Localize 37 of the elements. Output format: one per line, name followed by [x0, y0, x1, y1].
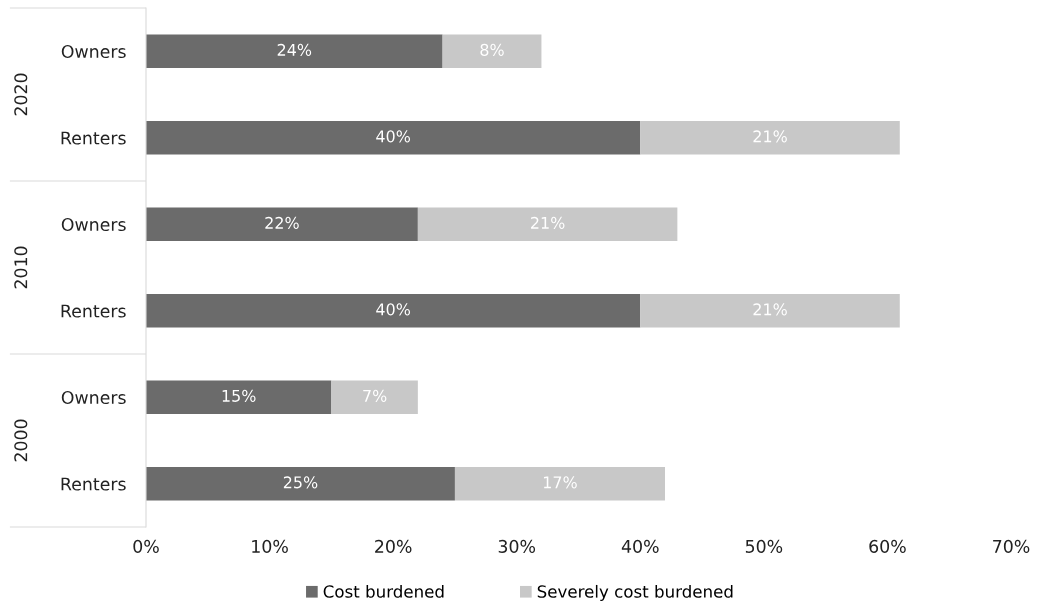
x-tick-label: 10%: [252, 539, 288, 553]
bar: [146, 207, 418, 242]
data-label: 40%: [376, 130, 411, 143]
bar: [146, 293, 641, 328]
y-tick-label: Owners: [61, 390, 126, 405]
bar: [454, 466, 665, 501]
x-tick-label: 20%: [375, 539, 412, 553]
x-tick-label: 40%: [621, 539, 659, 553]
text: 2020: [14, 73, 28, 116]
bar: [640, 120, 900, 155]
x-tick-label: 50%: [745, 539, 783, 553]
y-tick-label: Owners: [61, 44, 126, 59]
data-label: 25%: [283, 476, 318, 489]
y-tick-label: Renters: [61, 304, 126, 318]
text: 2000: [14, 419, 28, 462]
y-tick-label: Renters: [61, 477, 126, 491]
text: 2010: [14, 246, 28, 289]
x-tick-label: 70%: [993, 539, 1030, 553]
y-tick-label: Renters: [61, 131, 126, 145]
legend-label: Cost burdened: [323, 584, 444, 598]
bar: [146, 380, 332, 415]
bar: [146, 120, 641, 155]
bar: [331, 380, 418, 415]
x-tick-label: 0%: [133, 539, 159, 553]
bar: [146, 34, 443, 69]
data-label: 40%: [376, 303, 411, 316]
bar: [417, 207, 678, 242]
data-label: 15%: [222, 389, 256, 402]
bar: [442, 34, 542, 69]
x-tick-label: 30%: [498, 539, 536, 553]
x-tick-label: 60%: [869, 539, 906, 553]
bar: [146, 466, 455, 501]
data-label: 22%: [265, 216, 299, 229]
data-label: 24%: [277, 43, 312, 56]
bar: [640, 293, 900, 328]
y-tick-label: Owners: [61, 217, 126, 232]
legend-label: Severely cost burdened: [537, 584, 733, 602]
